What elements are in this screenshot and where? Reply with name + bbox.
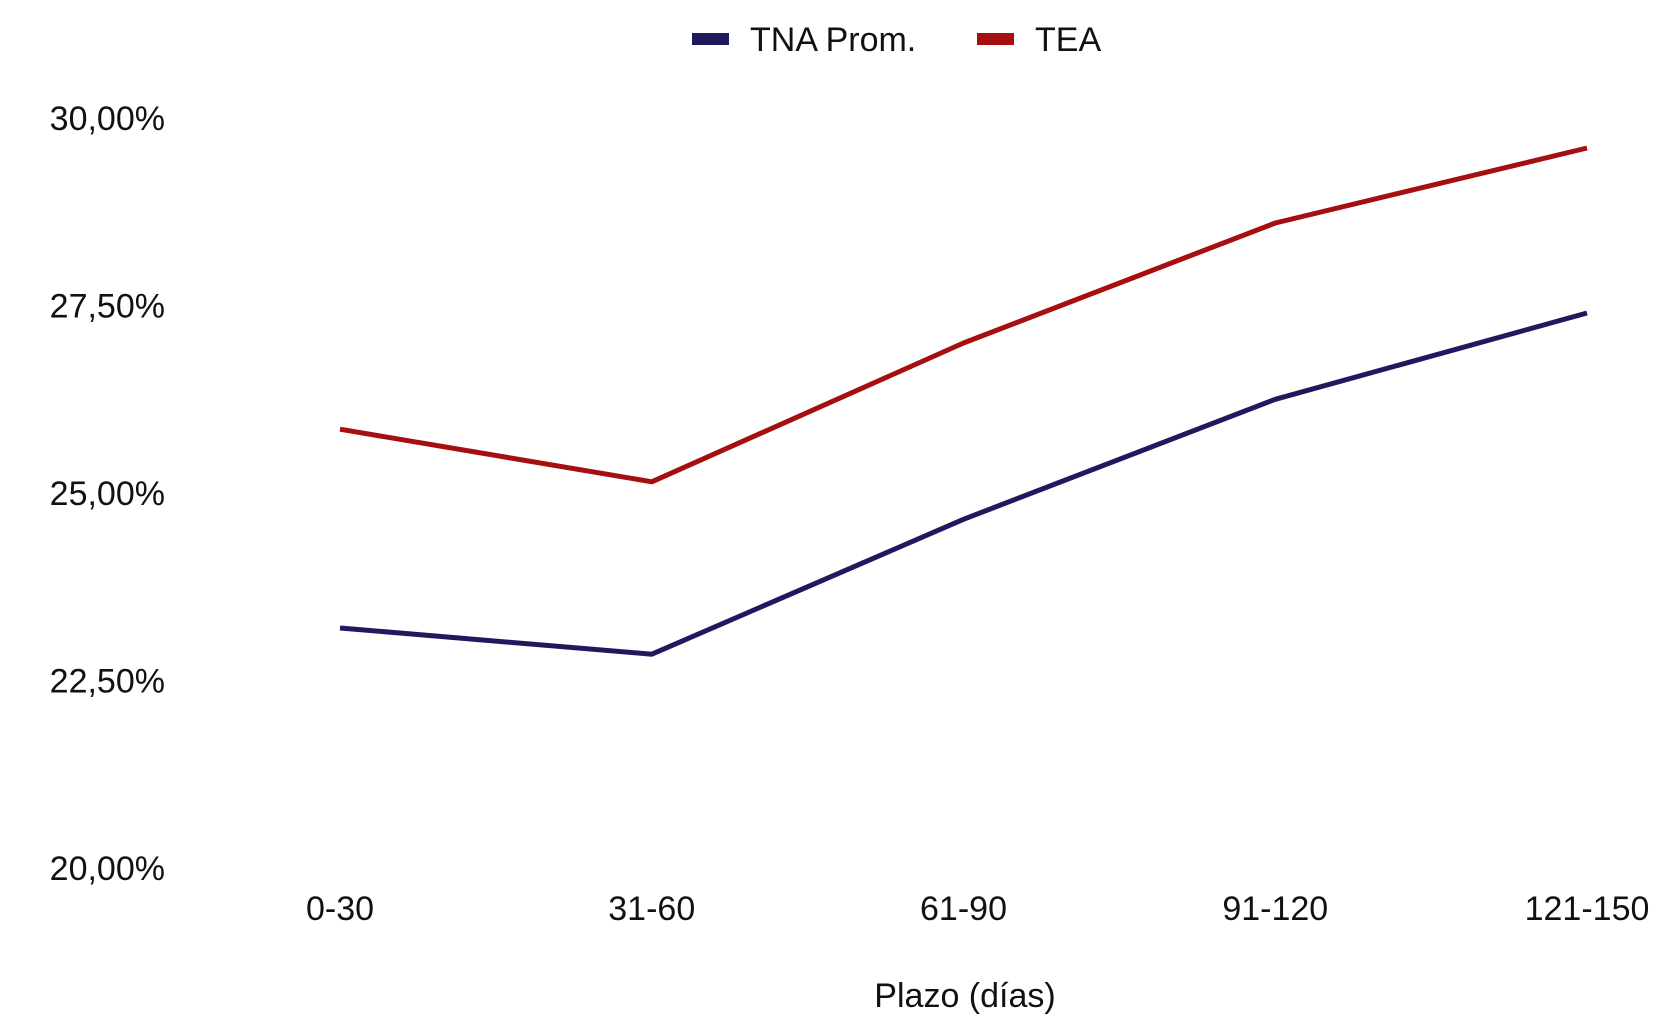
y-tick-label: 22,50%	[50, 663, 165, 701]
legend-swatch	[692, 33, 729, 45]
series-layer	[339, 145, 1588, 657]
legend-label: TNA Prom.	[750, 21, 916, 59]
y-axis: 20,00% 22,50% 25,00% 27,50% 30,00%	[50, 100, 165, 888]
series-line-tna-prom	[339, 310, 1588, 657]
x-tick-label: 61-90	[920, 890, 1007, 928]
legend: TNA Prom. TEA	[692, 21, 1101, 59]
x-axis-title: Plazo (días)	[874, 977, 1055, 1015]
legend-label: TEA	[1035, 21, 1101, 59]
x-tick-label: 31-60	[608, 890, 695, 928]
y-tick-label: 25,00%	[50, 475, 165, 513]
x-tick-label: 91-120	[1222, 890, 1328, 928]
y-tick-label: 30,00%	[50, 100, 165, 138]
series-line-tea	[339, 145, 1588, 485]
x-tick-label: 121-150	[1525, 890, 1650, 928]
x-axis: 0-30 31-60 61-90 91-120 121-150	[306, 890, 1649, 928]
y-tick-label: 20,00%	[50, 850, 165, 888]
y-tick-label: 27,50%	[50, 288, 165, 326]
x-tick-label: 0-30	[306, 890, 374, 928]
legend-swatch	[977, 33, 1014, 45]
